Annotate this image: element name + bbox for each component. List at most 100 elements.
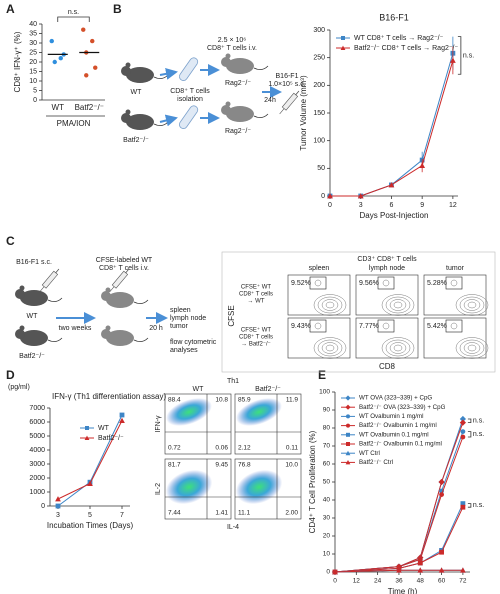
mouse-head (221, 105, 231, 115)
series-line (334, 503, 464, 573)
legend-marker (346, 442, 350, 446)
legend-label: Batf2⁻/⁻ CD8⁺ T cells → Rag2⁻/⁻ (354, 45, 459, 52)
y-tick-label: 0 (33, 97, 37, 104)
panel-letter: A (6, 2, 15, 16)
y-tick-label: 50 (317, 165, 325, 172)
label: 7.77% (359, 323, 379, 330)
x-tick-label: 3 (56, 512, 60, 519)
contour (382, 322, 390, 330)
label: CD8⁺ T cells (170, 88, 210, 95)
mouse (126, 114, 154, 130)
label: Th1 (227, 378, 239, 385)
label: tumor (170, 323, 189, 330)
y-tick-label: 5000 (29, 433, 45, 440)
mouse-tail (133, 337, 149, 342)
label: CFSE (227, 305, 236, 326)
bracket (467, 418, 472, 423)
y-tick-label: 60 (323, 461, 331, 468)
mouse-ear (105, 287, 111, 293)
contour (314, 322, 322, 330)
contour (389, 342, 407, 354)
label: 9.52% (291, 280, 311, 287)
marker (438, 567, 445, 573)
contour (393, 301, 403, 309)
mouse-ear (225, 101, 231, 107)
contour (467, 344, 477, 352)
y-tick-label: 10 (323, 551, 331, 558)
legend-label: WT CD8⁺ T cells → Rag2⁻/⁻ (354, 35, 444, 42)
legend-label: Batf2⁻/⁻ Ctrl (359, 459, 393, 466)
gate (309, 319, 327, 333)
legend-label: Batf2⁻/⁻ Ovalbumin 1 mg/ml (359, 422, 437, 429)
marker (460, 567, 466, 573)
mouse-ear (19, 325, 25, 331)
mouse-tail (253, 113, 269, 118)
mouse-ear (125, 109, 131, 115)
panel-letter: C (6, 234, 15, 248)
label: flow cytometric (170, 339, 217, 346)
contour (325, 301, 335, 309)
syringe-body (41, 270, 59, 289)
y-tick-label: 35 (29, 30, 37, 37)
y-tick-label: 30 (323, 515, 331, 522)
label: 0.06 (215, 445, 228, 452)
label: CFSE⁺ WT (241, 284, 271, 291)
label: 11.9 (286, 397, 299, 404)
label: → WT (248, 299, 265, 305)
label: 1.41 (215, 510, 228, 517)
gate (445, 276, 463, 290)
x-axis-title: Incubation Times (Days) (47, 521, 134, 530)
mouse-head (121, 66, 131, 76)
y-tick-label: 5 (33, 87, 37, 94)
label: Rag2⁻/⁻ (225, 80, 251, 87)
y-tick-label: 70 (323, 443, 331, 450)
contour (385, 339, 411, 357)
label: 88.4 (168, 397, 181, 404)
syringe (109, 268, 130, 293)
mouse-tail (47, 297, 63, 302)
legend-marker (346, 414, 350, 419)
x-tick-label: 72 (459, 578, 467, 585)
legend-marker (341, 36, 345, 40)
mouse (20, 330, 48, 346)
legend-label: Batf2⁻/⁻ (98, 435, 124, 442)
contour (459, 339, 485, 357)
y-tick-label: 7000 (29, 405, 45, 412)
label: 2.12 (238, 445, 251, 452)
dot (52, 59, 57, 65)
marker (419, 162, 426, 168)
label: lymph node (170, 315, 206, 322)
label: spleen (170, 307, 191, 314)
contour (317, 339, 343, 357)
legend-marker (345, 450, 351, 456)
label: 11.1 (238, 510, 251, 517)
marker (450, 57, 456, 63)
label: two weeks (59, 325, 92, 332)
marker (327, 193, 333, 199)
contour (455, 294, 489, 316)
marker (119, 417, 125, 423)
legend-label: Batf2⁻/⁻ Ovalbumin 0.1 mg/ml (359, 441, 442, 448)
gate (377, 276, 395, 290)
contour (381, 294, 415, 316)
legend-marker (345, 404, 351, 410)
marker (439, 549, 444, 555)
syringe-plunger (55, 268, 60, 274)
x-tick-label: 7 (120, 512, 124, 519)
marker (332, 569, 338, 575)
annotation: n.s. (68, 9, 79, 16)
label: 85.9 (238, 397, 251, 404)
chart-title: IFN-γ (Th1 differentiation assay) (52, 392, 166, 401)
contour (385, 296, 411, 314)
label: B16-F1 (276, 73, 299, 80)
marker (460, 429, 466, 434)
contour (467, 301, 477, 309)
y-tick-label: 15 (29, 68, 37, 75)
y-tick-label: 80 (323, 425, 331, 432)
mouse (226, 58, 254, 74)
contour (313, 337, 347, 359)
x-tick-label: 9 (420, 202, 424, 209)
label: 0.11 (286, 445, 299, 452)
density-cloud (235, 469, 283, 505)
x-tick-label: 24 (374, 578, 382, 585)
